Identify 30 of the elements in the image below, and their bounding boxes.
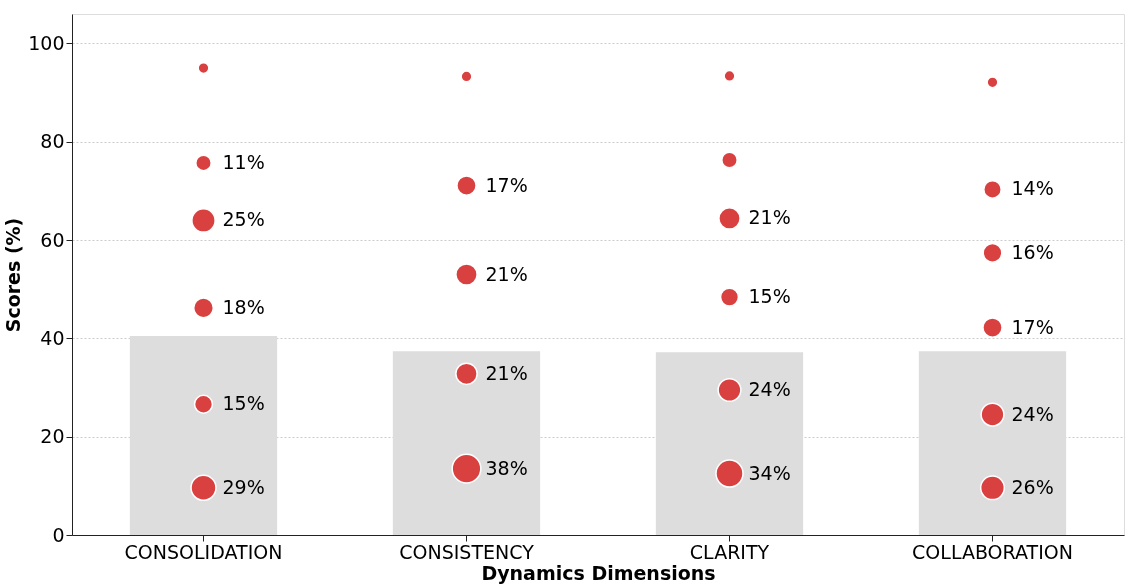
annotation: 15% <box>748 285 791 308</box>
annotation: 34% <box>748 461 791 484</box>
annotation: 11% <box>222 150 265 173</box>
y-axis-title: Scores (%) <box>2 217 25 333</box>
annotation: 38% <box>485 456 528 479</box>
annotation: 25% <box>222 208 265 231</box>
x-tick-label: CLARITY <box>689 540 770 563</box>
annotation: 17% <box>485 173 528 196</box>
annotation: 16% <box>1011 240 1054 263</box>
x-tick-label: CONSOLIDATION <box>124 540 283 563</box>
y-tick-label: 0 <box>52 523 65 546</box>
annotation: 15% <box>222 392 265 415</box>
annotation: 18% <box>222 295 265 318</box>
annotation: 24% <box>748 378 791 400</box>
annotation: 26% <box>1011 475 1054 498</box>
y-tick-label: 40 <box>40 326 65 349</box>
annotation: 21% <box>485 361 528 384</box>
y-tick-label: 100 <box>28 31 65 54</box>
annotation: 21% <box>485 262 528 285</box>
x-axis-title: Dynamics Dimensions <box>481 561 716 584</box>
x-tick-label: COLLABORATION <box>912 540 1073 563</box>
annotation: 29% <box>222 475 265 498</box>
y-tick-label: 80 <box>40 130 65 153</box>
annotation: 24% <box>1011 402 1054 425</box>
annotation: 21% <box>748 206 791 229</box>
annotation: 17% <box>1011 315 1054 338</box>
y-tick-label: 60 <box>40 228 65 251</box>
annotation: 14% <box>1011 177 1054 200</box>
y-tick-label: 20 <box>40 425 65 448</box>
x-tick-label: CONSISTENCY <box>399 540 535 563</box>
